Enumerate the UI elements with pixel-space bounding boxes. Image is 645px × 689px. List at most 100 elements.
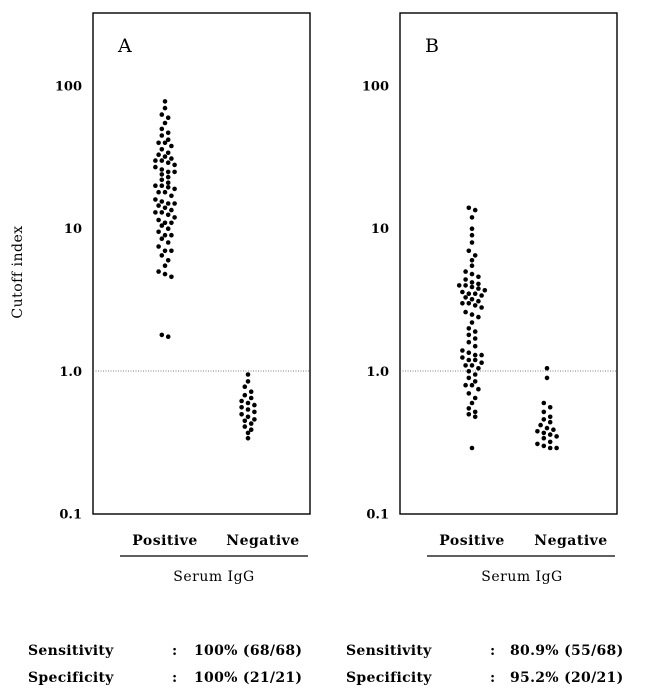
y-tick-label: 100 (362, 80, 389, 95)
panel-a: A 100 10 1.0 0.1 Positive Negative Serum Ig… (55, 12, 311, 585)
data-point-positive (159, 199, 165, 204)
data-point-positive (466, 301, 472, 306)
data-point-negative (547, 445, 553, 451)
data-point-positive (456, 283, 462, 288)
y-tick-label: 100 (55, 80, 82, 95)
data-point-negative (248, 427, 254, 433)
data-point-positive (165, 150, 171, 156)
data-point-positive (165, 130, 171, 136)
data-point-positive (469, 271, 475, 277)
data-point-positive (172, 215, 177, 220)
panel-b-frame (399, 12, 618, 515)
data-point-positive (469, 363, 475, 368)
data-point-positive (156, 244, 161, 249)
data-point-positive (472, 352, 478, 358)
data-point-positive (172, 162, 177, 168)
data-point-negative (551, 427, 556, 433)
data-point-positive (169, 193, 174, 199)
data-point-positive (156, 152, 161, 157)
data-point-positive (165, 226, 171, 231)
data-point-negative (541, 417, 547, 422)
data-point-positive (469, 445, 475, 451)
data-point-positive (460, 355, 465, 360)
data-point-positive (159, 332, 165, 338)
data-point-negative (541, 435, 547, 441)
y-axis-label: Cutoff index (10, 225, 26, 318)
data-point-negative (252, 409, 257, 415)
stats-b: Sensitivity : 80.9% (55/68) Specificity … (346, 643, 624, 686)
data-point-positive (472, 303, 478, 308)
data-point-negative (541, 430, 547, 436)
data-point-positive (466, 205, 472, 211)
data-point-positive (472, 372, 478, 377)
data-point-negative (239, 405, 244, 410)
data-point-positive (153, 183, 158, 188)
data-point-positive (159, 133, 165, 138)
data-point-positive (159, 253, 165, 258)
data-point-positive (165, 185, 171, 190)
data-point-positive (165, 212, 171, 218)
data-point-positive (476, 298, 481, 304)
data-point-negative (252, 417, 257, 422)
data-point-positive (466, 248, 472, 254)
stats-a-specificity-value: 100% (21/21) (194, 670, 302, 686)
data-point-positive (156, 229, 161, 235)
data-point-positive (472, 336, 478, 341)
stats-a-sensitivity-colon: : (172, 643, 177, 659)
data-point-positive (476, 281, 481, 287)
data-point-positive (165, 169, 171, 175)
stats-a-sensitivity-value: 100% (68/68) (194, 643, 302, 659)
data-point-negative (242, 424, 248, 429)
stats-b-sensitivity-value: 80.9% (55/68) (510, 643, 624, 659)
y-tick-label: 10 (371, 222, 389, 237)
data-point-negative (547, 439, 553, 445)
data-point-positive (169, 220, 174, 226)
data-point-positive (159, 223, 165, 228)
stats-b-specificity-colon: : (490, 670, 495, 686)
data-point-negative (544, 366, 550, 371)
panel-a-frame (92, 12, 311, 515)
data-point-positive (469, 280, 475, 285)
panel-b-group-label: Serum IgG (481, 569, 563, 585)
data-point-positive (463, 269, 468, 274)
data-point-positive (469, 297, 475, 302)
data-point-positive (469, 312, 475, 317)
panel-a-group-label: Serum IgG (173, 569, 255, 585)
data-point-positive (479, 360, 484, 366)
data-point-negative (242, 418, 248, 424)
data-point-negative (541, 409, 547, 415)
data-point-negative (544, 425, 550, 431)
data-point-positive (472, 409, 478, 415)
data-point-negative (544, 375, 550, 381)
data-point-negative (248, 389, 254, 395)
data-point-positive (469, 215, 475, 220)
data-point-negative (541, 443, 547, 449)
data-point-positive (469, 232, 475, 238)
data-point-negative (538, 422, 543, 428)
data-point-negative (239, 412, 244, 417)
stats-b-specificity-value: 95.2% (20/21) (510, 670, 624, 686)
data-point-negative (547, 419, 553, 425)
data-point-positive (159, 177, 165, 183)
data-point-positive (156, 189, 161, 195)
data-point-positive (165, 160, 171, 165)
data-point-positive (472, 357, 478, 363)
stats-a: Sensitivity : 100% (68/68) Specificity :… (28, 643, 302, 686)
data-point-positive (162, 189, 168, 195)
data-point-positive (476, 386, 481, 392)
data-point-positive (472, 253, 478, 258)
data-point-positive (153, 164, 158, 170)
data-point-positive (466, 291, 472, 297)
data-point-positive (463, 363, 468, 368)
stats-b-specificity-label: Specificity (346, 670, 432, 686)
data-point-positive (162, 232, 168, 238)
data-point-positive (172, 201, 177, 206)
data-point-negative (245, 430, 251, 436)
data-point-positive (159, 167, 165, 172)
data-point-positive (469, 284, 475, 290)
data-point-positive (162, 248, 168, 254)
y-tick-label: 0.1 (366, 508, 389, 523)
data-point-positive (472, 395, 478, 401)
data-point-positive (162, 154, 168, 159)
